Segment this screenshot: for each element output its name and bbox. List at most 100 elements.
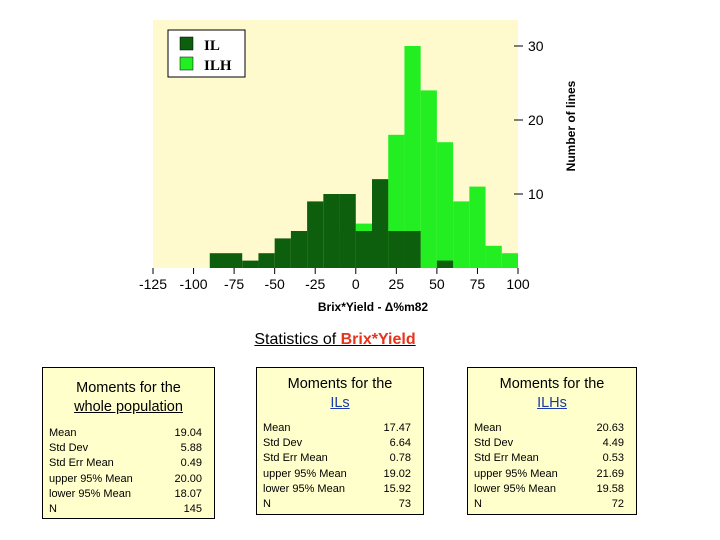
stats-row: lower 95% Mean 18.07 <box>49 487 202 502</box>
x-tick-label: 0 <box>352 276 360 292</box>
il-bar <box>307 201 324 268</box>
legend-swatch-il <box>179 36 194 51</box>
stats-row: Std Err Mean 0.53 <box>474 451 624 466</box>
legend-label-il: IL <box>204 38 220 54</box>
ilh-bar <box>436 142 454 268</box>
il-bar <box>323 194 340 268</box>
stats-value: 0.49 <box>180 457 202 470</box>
panel-heading: Moments for the <box>76 380 181 396</box>
x-tick-label: -75 <box>224 276 244 292</box>
x-tick-label: -125 <box>139 276 167 292</box>
stats-row: lower 95% Mean 19.58 <box>474 482 624 497</box>
stats-label: Mean <box>474 422 502 434</box>
stats-row: upper 95% Mean 20.00 <box>49 472 202 487</box>
il-bar <box>242 260 259 268</box>
il-bars <box>209 179 454 268</box>
stats-row: Std Dev 6.64 <box>263 436 411 451</box>
stats-label: Mean <box>263 422 291 434</box>
stats-value: 19.02 <box>383 467 411 480</box>
il-bar <box>372 179 389 268</box>
panel-subheading: ILs <box>330 395 350 411</box>
stats-panel-ilhs: Moments for the ILHs Mean 20.63 Std Dev 4.4… <box>467 367 637 515</box>
stats-label: upper 95% Mean <box>49 472 133 485</box>
stats-row: N 73 <box>263 497 411 512</box>
il-bar <box>339 194 356 268</box>
stats-label: Std Err Mean <box>263 452 328 465</box>
stats-label: Std Err Mean <box>49 457 114 470</box>
stats-row: Std Err Mean 0.49 <box>49 456 202 471</box>
stats-value: 145 <box>183 502 202 515</box>
panel-subheading: ILHs <box>537 395 567 411</box>
stats-value: 21.69 <box>596 467 624 480</box>
stats-row: Std Err Mean 0.78 <box>263 451 411 466</box>
stats-row: upper 95% Mean 19.02 <box>263 467 411 482</box>
il-bar <box>290 231 308 268</box>
stats-label: N <box>474 497 482 510</box>
stats-value: 17.47 <box>383 422 411 434</box>
stats-panel-ils: Moments for the ILs Mean 17.47 Std Dev 6.64… <box>256 367 424 515</box>
stats-table: Mean 17.47 Std Dev 6.64 Std Err Mean 0.78 uppe… <box>263 421 411 512</box>
il-bar <box>274 238 291 268</box>
stats-title-prefix: Statistics of <box>254 331 341 348</box>
ilh-bar <box>420 90 437 269</box>
y-tick-label: 30 <box>528 38 544 54</box>
stats-table: Mean 19.04 Std Dev 5.88 Std Err Mean 0.49 uppe… <box>49 426 202 517</box>
il-bar <box>355 231 372 268</box>
il-bar <box>388 231 405 268</box>
ilh-bar <box>485 245 502 268</box>
x-tick-label: 75 <box>470 276 486 292</box>
stats-value: 20.00 <box>174 472 202 485</box>
stats-label: Mean <box>49 427 77 439</box>
stats-value: 19.04 <box>174 427 202 439</box>
x-tick-label: 50 <box>429 276 445 292</box>
stats-label: lower 95% Mean <box>263 482 345 495</box>
stats-label: Std Dev <box>474 437 514 450</box>
panel-subheading: whole population <box>74 399 183 415</box>
x-tick-label: -50 <box>265 276 285 292</box>
il-bar <box>209 253 226 268</box>
ilh-bar <box>404 46 421 268</box>
stats-table: Mean 20.63 Std Dev 4.49 Std Err Mean 0.53 uppe… <box>474 421 624 512</box>
stats-panel-whole-population: Moments for the whole population Mean 19.… <box>42 367 215 519</box>
stats-label: Std Err Mean <box>474 452 539 465</box>
stats-row: N 72 <box>474 497 624 512</box>
y-tick-label: 20 <box>528 112 544 128</box>
x-tick-label: -25 <box>305 276 325 292</box>
x-tick-label: 25 <box>389 276 405 292</box>
stats-title: Statistics of Brix*Yield <box>0 331 670 349</box>
x-tick-label: -100 <box>180 276 208 292</box>
y-axis-label: Number of lines <box>564 80 578 171</box>
stats-label: N <box>263 497 271 510</box>
stats-label: Std Dev <box>263 437 303 450</box>
stats-label: upper 95% Mean <box>474 467 558 480</box>
stats-label: N <box>49 502 57 515</box>
x-tick-label: 100 <box>506 276 530 292</box>
stats-value: 18.07 <box>174 487 202 500</box>
stats-row: Std Dev 4.49 <box>474 436 624 451</box>
y-axis: 10 20 30 <box>514 38 544 202</box>
legend: IL ILH <box>167 29 246 78</box>
stats-row: N 145 <box>49 502 202 517</box>
stats-row: Std Dev 5.88 <box>49 441 202 456</box>
panel-heading: Moments for the <box>499 376 605 392</box>
histogram-chart: -125 -100 -75 -50 -25 0 25 50 75 100 10 20 30 Brix*… <box>139 20 578 314</box>
il-bar <box>436 260 454 268</box>
stats-value: 0.53 <box>602 452 624 465</box>
ilh-bar <box>453 201 470 268</box>
stats-value: 20.63 <box>596 422 624 434</box>
legend-swatch-ilh <box>179 56 194 71</box>
stats-row: Mean 17.47 <box>263 421 411 436</box>
stats-label: lower 95% Mean <box>474 482 556 495</box>
stats-label: lower 95% Mean <box>49 487 131 500</box>
stats-value: 15.92 <box>383 482 411 495</box>
stats-row: upper 95% Mean 21.69 <box>474 467 624 482</box>
x-axis: -125 -100 -75 -50 -25 0 25 50 75 100 <box>139 268 530 292</box>
stats-value: 73 <box>398 497 411 510</box>
ilh-bar <box>501 253 518 268</box>
stats-value: 0.78 <box>389 452 411 465</box>
stats-label: Std Dev <box>49 442 89 455</box>
stats-label: upper 95% Mean <box>263 467 347 480</box>
il-bar <box>258 253 275 268</box>
x-axis-label: Brix*Yield - Δ%m82 <box>318 300 429 314</box>
ilh-bar <box>469 186 486 268</box>
